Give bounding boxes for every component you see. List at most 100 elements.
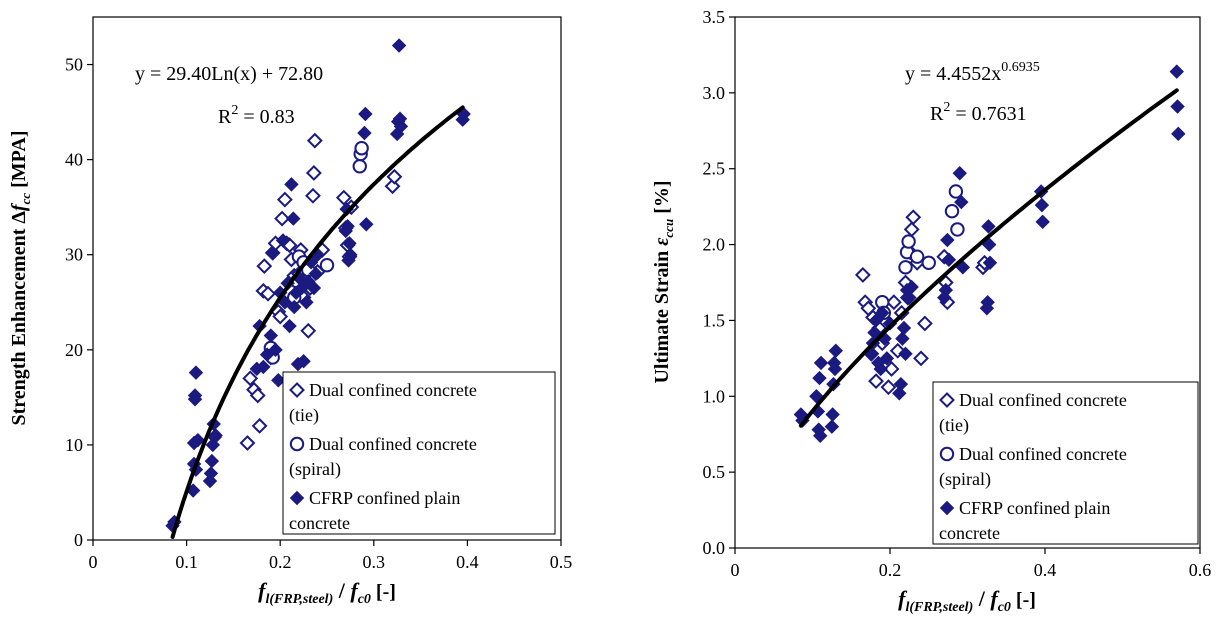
data-point (904, 279, 919, 295)
y-tick-label: 20 (65, 340, 83, 360)
data-point (256, 258, 273, 275)
legend-label: Dual confined concrete (309, 380, 477, 400)
data-point (868, 373, 884, 390)
x-tick-label: 0.2 (269, 552, 292, 572)
y-tick-label: 2.0 (703, 235, 726, 255)
data-point (319, 257, 335, 273)
data-point (287, 299, 302, 315)
data-point (952, 166, 967, 181)
data-point (940, 232, 955, 248)
legend-box (282, 371, 556, 535)
x-tick-label: 0.5 (550, 552, 573, 572)
data-point (275, 233, 291, 248)
data-point (902, 290, 917, 305)
data-point (391, 38, 407, 53)
data-point (941, 252, 957, 267)
data-point (980, 295, 995, 310)
data-point (393, 119, 409, 134)
data-point (921, 255, 936, 270)
data-point (950, 222, 965, 237)
y-tick-label: 30 (65, 245, 83, 265)
data-point (828, 343, 843, 358)
data-point (188, 365, 204, 380)
legend-label-cont: (spiral) (289, 459, 341, 480)
data-point (944, 203, 960, 219)
x-axis-title: fl(FRP,steel) / fc0 [-] (258, 578, 396, 607)
data-point (813, 428, 828, 443)
data-point (1170, 99, 1185, 114)
y-tick-label: 0.0 (703, 538, 726, 558)
data-point (204, 453, 220, 469)
legend-marker (939, 446, 955, 462)
trendline-equation: y = 29.40Ln(x) + 72.80 (135, 63, 323, 85)
data-point (282, 318, 297, 334)
data-point (898, 260, 913, 275)
data-point (1034, 197, 1050, 213)
legend-label-cont: concrete (289, 513, 350, 533)
data-point (916, 315, 933, 332)
legend-label: Dual confined concrete (959, 390, 1127, 410)
data-point (272, 308, 289, 325)
legend-marker (289, 382, 305, 398)
y-tick-label: 1.5 (703, 310, 726, 330)
data-point (824, 419, 840, 434)
y-axis-title: Ultimate Strain εccu [%] (651, 180, 676, 383)
data-point (898, 346, 913, 362)
x-tick-label: 0.1 (175, 552, 198, 572)
data-point (873, 361, 888, 377)
data-point (208, 428, 223, 443)
x-tick-label: 0 (89, 552, 98, 572)
data-point (875, 305, 890, 321)
data-point (242, 370, 259, 387)
legend: Dual confined concrete (tie) Dual confined… (282, 371, 556, 535)
legend-marker (289, 490, 305, 506)
x-tick-label: 0.2 (879, 560, 902, 580)
data-point (335, 189, 352, 206)
data-point (357, 125, 372, 141)
data-point (300, 322, 317, 339)
data-point (260, 285, 276, 302)
legend-label: Dual confined concrete (309, 434, 477, 454)
data-point (1169, 64, 1184, 79)
legend-box (932, 381, 1199, 545)
data-point (825, 407, 840, 422)
legend-label: CFRP confined plain (309, 488, 460, 508)
legend-marker (939, 392, 955, 408)
chart-right: 0.0 0.5 1.0 1.5 2.0 2.5 3.0 3.5 0 0.2 0.4 0.6 fl(FRP… (651, 7, 1211, 615)
data-point (1035, 214, 1050, 230)
legend-label-cont: (spiral) (939, 469, 991, 490)
data-point (299, 295, 314, 310)
data-point (274, 210, 290, 227)
trendline-equation: y = 4.4552x0.6935 (905, 60, 1040, 85)
x-tick-label: 0 (731, 560, 740, 580)
data-point (895, 331, 910, 346)
y-tick-label: 10 (65, 435, 83, 455)
data-point (358, 106, 373, 122)
data-point (343, 247, 358, 262)
r-squared-label: R2 = 0.7631 (930, 100, 1027, 125)
y-axis-title: Strength Enhancement Δfcc [MPA] (8, 131, 33, 426)
legend-label: Dual confined concrete (959, 444, 1127, 464)
y-tick-label: 0 (74, 530, 83, 550)
data-point (896, 320, 912, 336)
data-point (948, 184, 964, 199)
data-point (265, 245, 280, 261)
data-point (308, 266, 323, 281)
data-point (359, 217, 374, 232)
data-point (1171, 126, 1186, 142)
y-tick-label: 1.0 (703, 386, 726, 406)
data-point (981, 219, 996, 234)
data-point (901, 234, 916, 249)
y-tick-label: 2.5 (703, 159, 726, 179)
data-point (249, 387, 266, 404)
data-point (905, 209, 922, 226)
data-point (354, 141, 369, 156)
data-point (913, 350, 929, 367)
x-tick-label: 0.6 (1189, 560, 1212, 580)
data-point (305, 187, 321, 204)
data-point (284, 177, 299, 192)
data-point (909, 249, 925, 264)
data-point (187, 388, 203, 403)
data-point (276, 191, 293, 208)
